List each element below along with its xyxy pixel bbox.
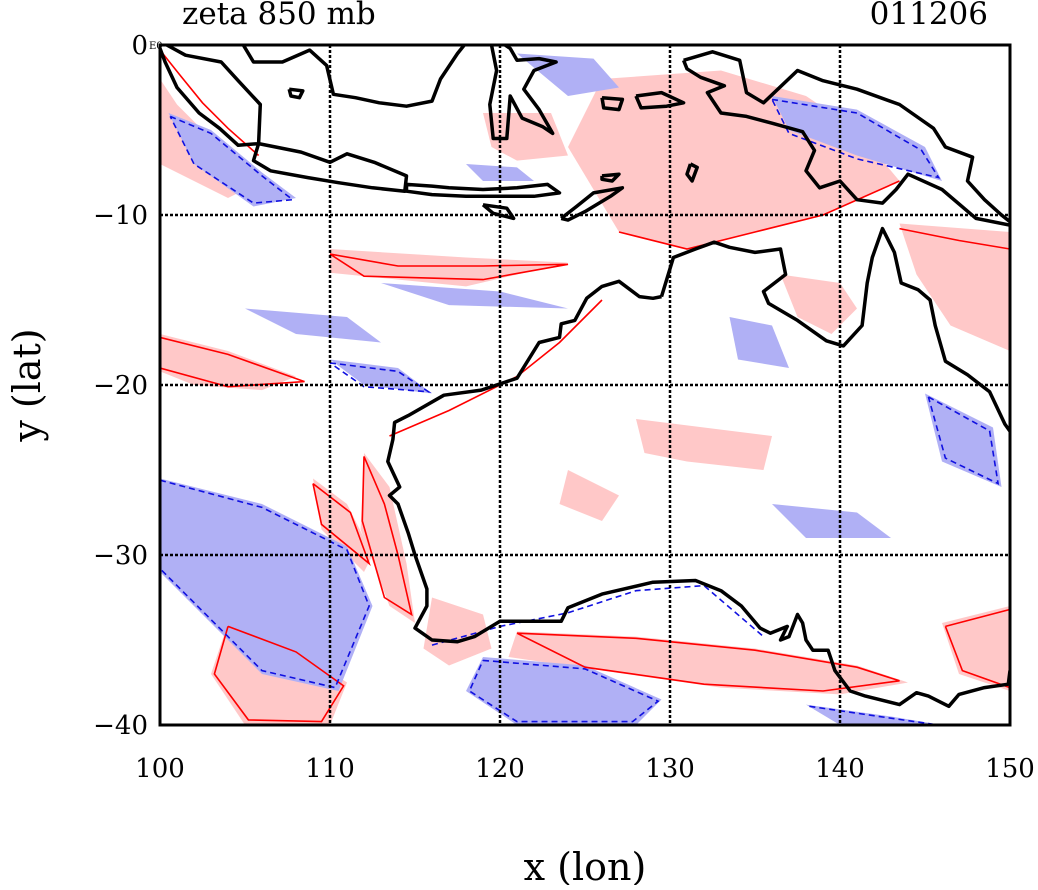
coastline-borneo <box>241 45 466 108</box>
coastline-timor <box>560 186 625 222</box>
negative-contour-new-guinea-contour <box>771 98 941 179</box>
x-tick-labels: 100 110 120 130 140 150 <box>135 754 1035 784</box>
coastline-sulawesi <box>488 45 558 141</box>
negative-region-new-guinea-ridge <box>772 96 942 181</box>
positive-contour-tasman-contour <box>944 608 1010 689</box>
corner-tag: E0 <box>149 41 163 52</box>
y-tick-label: −40 <box>93 711 148 741</box>
negative-contour-coral-south-contour <box>927 396 1000 485</box>
y-tick-label: −30 <box>93 541 148 571</box>
negative-region-southwest-gyre <box>160 478 373 691</box>
positive-region-indian-ocean-band <box>160 334 296 391</box>
coastline-buru <box>600 95 625 112</box>
positive-contour-timor-sea-contour <box>329 253 569 281</box>
negative-fill-layer <box>160 53 1002 725</box>
positive-contour-southern-contour <box>213 625 345 723</box>
coastline-new-guinea-south <box>681 59 1010 227</box>
positive-region-timor-sea-band <box>330 249 568 287</box>
coastline-new-guinea <box>683 50 1010 224</box>
coastline-tanimbar <box>685 162 699 183</box>
chart-title: zeta 850 mb <box>182 0 376 32</box>
negative-contour-layer <box>160 98 1000 725</box>
coastline-lesser-sunda <box>404 182 562 199</box>
x-tick-label: 120 <box>475 754 525 784</box>
positive-region-west-coast-plume <box>313 478 373 572</box>
negative-region-java-sea-west <box>168 113 296 207</box>
coastline-sumatra <box>160 45 263 148</box>
negative-region-gulf-carpentaria-west <box>729 317 789 368</box>
negative-region-sulawesi-east <box>517 53 619 96</box>
positive-region-tasman <box>942 606 1010 691</box>
positive-region-southwest-swirl <box>423 597 492 666</box>
positive-contour-sumatra-coast-contour <box>160 49 260 157</box>
negative-contour-south-coast-contour <box>431 584 765 646</box>
plot-area <box>160 45 1010 784</box>
positive-region-bight-band <box>508 631 908 695</box>
coastline-enggano <box>287 87 305 100</box>
y-axis-label: y (lat) <box>5 328 49 442</box>
positive-contour-bight-contour <box>516 632 900 692</box>
y-tick-label: 0 <box>131 31 148 61</box>
y-tick-label: −20 <box>93 371 148 401</box>
coastline-sumba <box>481 203 516 221</box>
positive-contour-west-plume-contour <box>312 482 371 566</box>
negative-contour-pilbara-contour <box>329 362 432 393</box>
positive-region-central-desert <box>636 419 772 470</box>
y-tick-labels: 0 −10 −20 −30 −40 <box>93 31 148 741</box>
x-tick-label: 150 <box>985 754 1035 784</box>
grid-layer <box>160 45 1010 725</box>
x-tick-label: 100 <box>135 754 185 784</box>
coastline-java <box>251 141 409 193</box>
coastline-wetar <box>600 172 621 183</box>
positive-region-shark-bay-plume <box>360 453 415 623</box>
negative-contour-southern-east-contour <box>468 659 660 723</box>
negative-region-central-east <box>772 504 891 538</box>
coastline-seram <box>634 90 686 110</box>
negative-region-timor-sea-streak <box>381 283 568 309</box>
plot-frame <box>158 43 1012 727</box>
positive-contour-coral-contour <box>899 227 1010 250</box>
positive-contour-shark-bay-contour <box>361 456 413 617</box>
positive-contour-arafura-contour <box>618 180 900 250</box>
x-tick-label: 140 <box>815 754 865 784</box>
negative-region-indian-ocean-streak <box>245 308 381 343</box>
negative-contour-southwest-gyre-contour <box>160 479 370 689</box>
negative-region-bass-strait <box>806 704 942 725</box>
positive-region-west-interior <box>559 470 619 521</box>
negative-contour-bass-contour <box>809 705 939 725</box>
x-tick-label: 110 <box>305 754 355 784</box>
coastline-australia-south <box>386 279 1010 709</box>
x-tick-label: 130 <box>645 754 695 784</box>
coastline-tasmania <box>918 735 981 784</box>
negative-contour-java-contour <box>169 115 295 204</box>
x-axis-label: x (lon) <box>524 845 647 885</box>
positive-region-gulf-carpentaria <box>780 274 857 334</box>
chart-subtitle: 011206 <box>870 0 988 32</box>
negative-region-coral-sea-south <box>925 393 1002 487</box>
negative-region-southern-ocean-east <box>466 657 662 725</box>
y-tick-label: −10 <box>93 201 148 231</box>
positive-region-coral-sea-north <box>899 223 1010 351</box>
coastline-layer <box>160 45 1010 784</box>
coastline-australia <box>659 226 1010 479</box>
positive-contour-layer <box>160 49 1010 723</box>
positive-contour-indian-ocean-contour <box>160 336 305 388</box>
